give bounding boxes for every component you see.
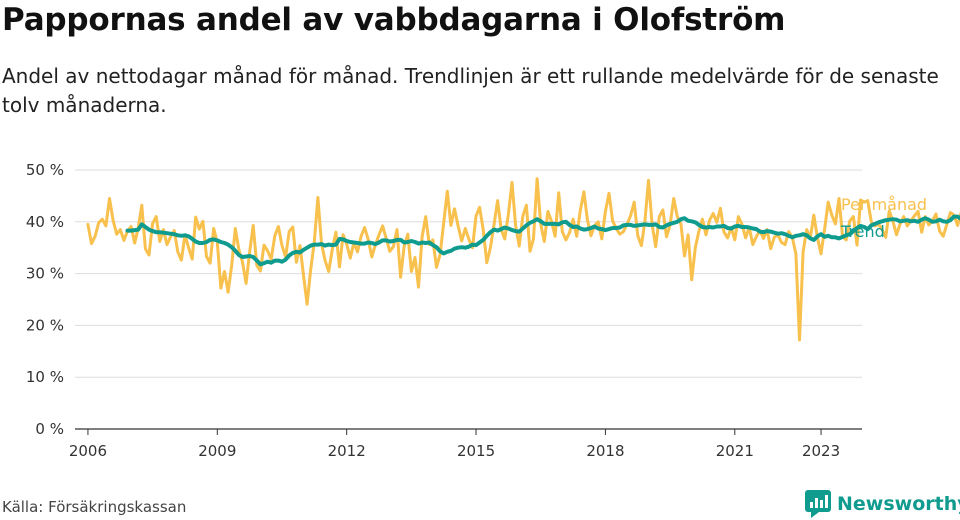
x-tick-label: 2023 — [802, 442, 840, 460]
x-tick-label: 2015 — [457, 442, 495, 460]
x-tick-label: 2012 — [328, 442, 366, 460]
y-tick-label: 10 % — [26, 368, 64, 386]
chart-title: Pappornas andel av vabbdagarna i Olofstr… — [2, 2, 786, 38]
legend-label-per-manad: Per månad — [841, 195, 927, 214]
y-tick-label: 40 % — [26, 213, 64, 231]
brand-logo: Newsworthy — [805, 490, 960, 518]
y-tick-label: 20 % — [26, 316, 64, 334]
brand-name: Newsworthy — [837, 493, 960, 515]
y-tick-label: 50 % — [26, 161, 64, 179]
y-tick-label: 30 % — [26, 265, 64, 283]
x-tick-label: 2009 — [198, 442, 236, 460]
x-tick-label: 2018 — [586, 442, 624, 460]
x-tick-label: 2021 — [716, 442, 754, 460]
x-tick-label: 2006 — [69, 442, 107, 460]
source-note: Källa: Försäkringskassan — [2, 498, 187, 516]
newsworthy-logo-icon — [805, 490, 831, 518]
legend-label-trend: Trend — [840, 222, 885, 241]
chart-subtitle: Andel av nettodagar månad för månad. Tre… — [2, 64, 939, 117]
series-line-trend — [125, 214, 960, 267]
series-line-per-manad — [86, 177, 960, 342]
y-tick-label: 0 % — [35, 420, 64, 438]
